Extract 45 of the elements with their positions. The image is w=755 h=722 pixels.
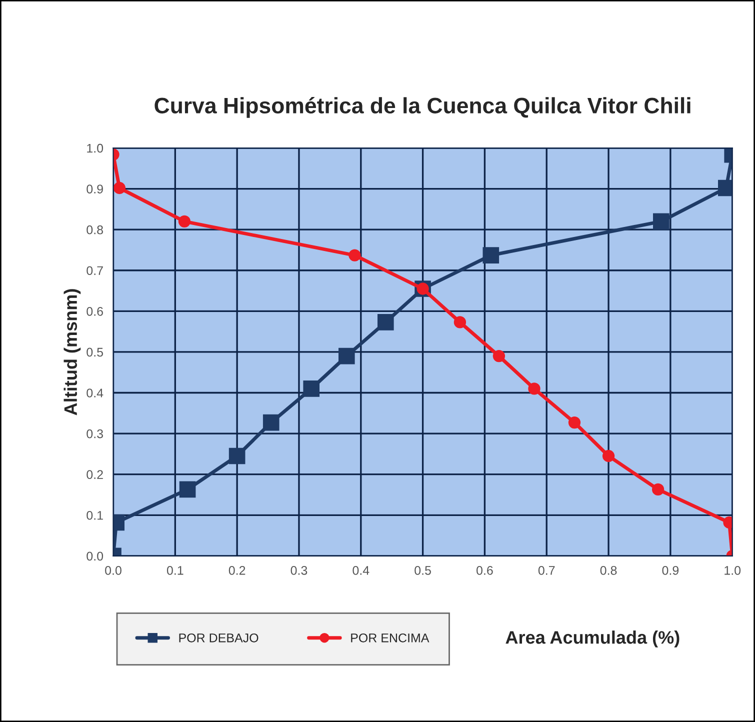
y-tick-label: 0.4 [86,388,104,398]
point [492,350,506,362]
x-tick-label: 0.6 [476,566,493,575]
point [338,348,355,364]
chart-title: Curva Hipsométrica de la Cuenca Quilca Vitor Chili [154,96,690,118]
point [262,414,280,431]
x-tick-label: 0.3 [290,566,308,575]
point [178,215,191,228]
y-tick-label: 0.0 [86,552,104,561]
point [602,450,615,462]
x-tick-label: 0.7 [538,566,555,575]
x-tick-label: 0.2 [228,566,246,575]
point [179,481,196,498]
y-tick-label: 0.6 [86,306,103,316]
y-axis-title: Altitud (msnm) [64,289,81,416]
x-tick-label: 0.9 [662,566,679,575]
y-tick-label: 0.8 [86,225,103,234]
point [228,448,246,464]
point [113,182,126,194]
point [377,314,394,330]
y-tick-label: 1.0 [87,144,104,153]
x-tick-label: 0.4 [352,566,370,575]
legend-label: POR DEBAJO [179,633,258,642]
y-tick-label: 0.5 [86,348,104,357]
x-tick-label: 0.1 [166,566,184,575]
point [303,380,320,397]
point [652,213,670,230]
x-tick-label: 0.5 [414,566,431,575]
point [454,316,466,328]
line-series [113,148,732,556]
y-tick-label: 0.7 [86,266,103,276]
point [568,416,581,429]
y-tick-label: 0.3 [86,429,103,438]
y-tick-label: 0.2 [86,470,103,480]
point [652,483,664,496]
legend-label: POR ENCIMA [351,633,430,642]
point [528,382,540,395]
x-tick-label: 0.8 [600,566,617,575]
x-axis-title: Area Acumulada (%) [506,630,680,648]
point [348,249,361,262]
point [482,247,500,264]
y-tick-label: 0.9 [86,184,103,194]
y-tick-label: 0.1 [86,510,103,520]
x-tick-label: 1.0 [724,566,741,575]
x-tick-label: 0.0 [105,566,122,575]
